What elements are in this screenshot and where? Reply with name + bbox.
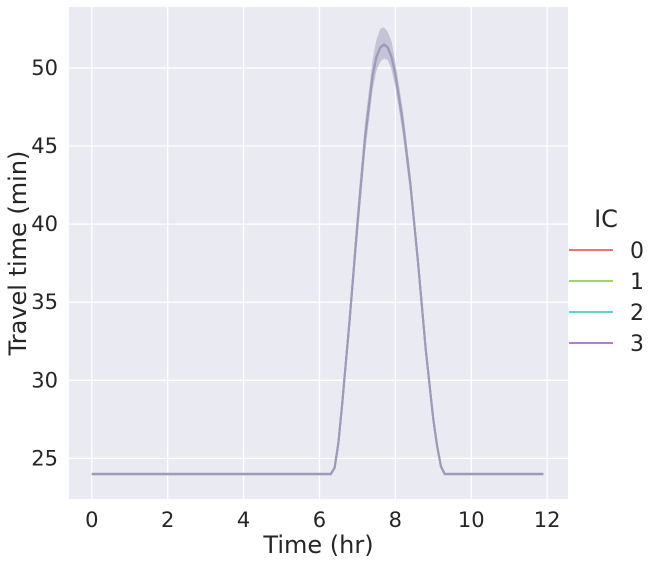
legend-label-3: 3 [630,332,644,357]
y-axis-label: Travel time (min) [4,151,32,357]
x-axis-label: Time (hr) [262,531,373,559]
plot-background [69,7,568,499]
x-tick-label: 10 [458,508,485,532]
legend-title: IC [594,205,618,233]
y-tick-label: 45 [31,134,58,158]
x-tick-label: 4 [237,508,250,532]
y-tick-label: 50 [31,56,58,80]
series-line-3 [91,43,544,476]
x-tick-label: 2 [161,508,174,532]
series-lines [91,43,544,476]
x-tick-labels: 0 2 4 6 8 10 12 [85,508,560,532]
legend: IC 0 1 2 3 [569,205,644,357]
grid-lines [69,7,568,499]
x-tick-label: 12 [534,508,561,532]
legend-label-1: 1 [630,270,644,295]
legend-label-0: 0 [630,239,644,264]
legend-label-2: 2 [630,301,644,326]
y-tick-labels: 25 30 35 40 45 50 [31,56,58,470]
x-tick-label: 8 [389,508,402,532]
y-tick-label: 30 [31,368,58,392]
y-tick-label: 25 [31,446,58,470]
y-tick-label: 35 [31,290,58,314]
y-tick-label: 40 [31,212,58,236]
x-tick-label: 0 [85,508,98,532]
x-tick-label: 6 [313,508,326,532]
